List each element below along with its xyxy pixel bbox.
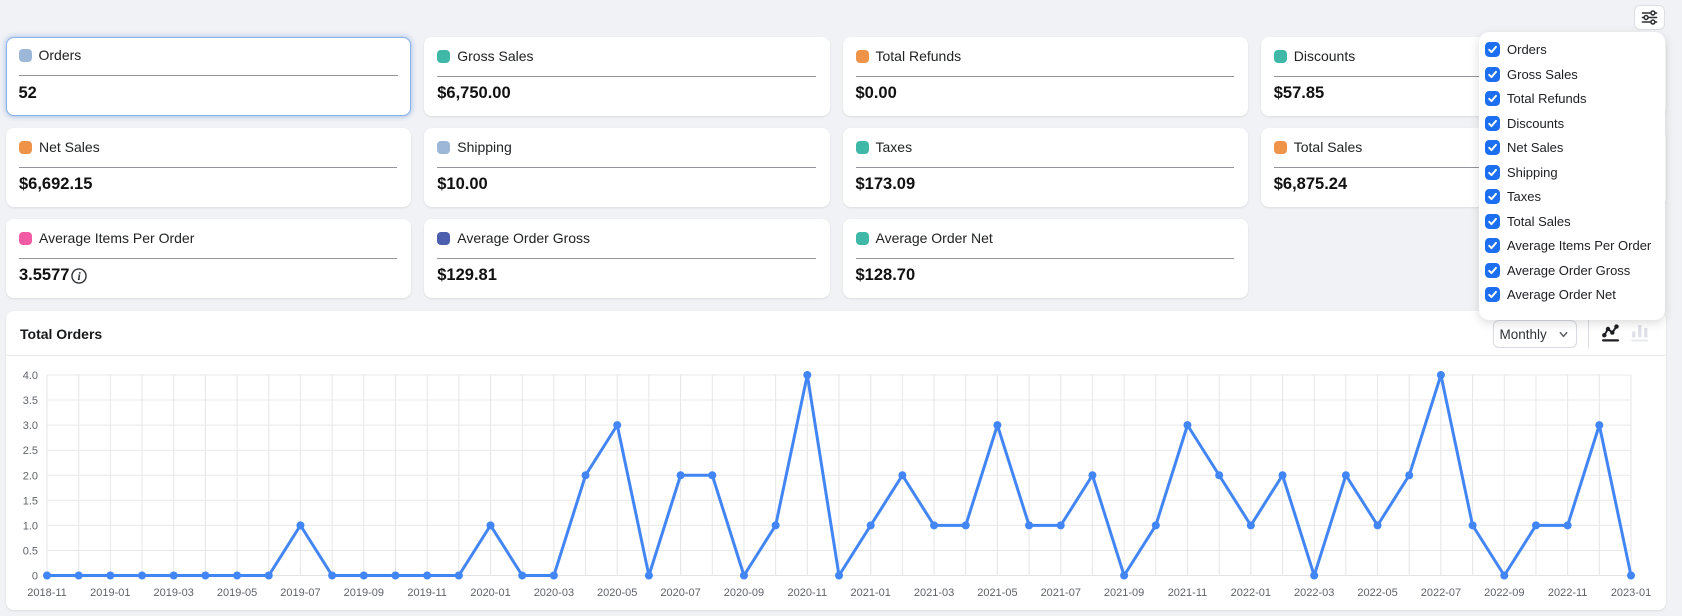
svg-text:2022-01: 2022-01 [1231, 587, 1271, 599]
svg-text:2022-09: 2022-09 [1484, 587, 1524, 599]
svg-text:0.5: 0.5 [23, 545, 38, 557]
svg-text:2020-09: 2020-09 [724, 587, 764, 599]
svg-text:2019-03: 2019-03 [154, 587, 194, 599]
svg-text:1.5: 1.5 [23, 495, 38, 507]
svg-text:2020-07: 2020-07 [660, 587, 700, 599]
svg-text:2019-01: 2019-01 [90, 587, 130, 599]
svg-text:2021-03: 2021-03 [914, 587, 954, 599]
svg-text:2021-09: 2021-09 [1104, 587, 1144, 599]
svg-text:2021-07: 2021-07 [1041, 587, 1081, 599]
svg-text:3.5: 3.5 [23, 395, 38, 407]
svg-text:2021-05: 2021-05 [977, 587, 1017, 599]
svg-text:2020-01: 2020-01 [470, 587, 510, 599]
svg-text:2020-03: 2020-03 [534, 587, 574, 599]
svg-text:2021-01: 2021-01 [850, 587, 890, 599]
svg-text:0: 0 [32, 571, 38, 583]
svg-text:1.0: 1.0 [23, 520, 38, 532]
svg-text:2022-05: 2022-05 [1357, 587, 1397, 599]
svg-text:2019-11: 2019-11 [407, 587, 447, 599]
svg-text:2.0: 2.0 [23, 470, 38, 482]
svg-text:2019-09: 2019-09 [344, 587, 384, 599]
svg-text:2018-11: 2018-11 [27, 587, 67, 599]
svg-text:4.0: 4.0 [23, 370, 38, 382]
svg-text:2021-11: 2021-11 [1168, 587, 1208, 599]
svg-text:2.5: 2.5 [23, 445, 38, 457]
svg-text:2020-05: 2020-05 [597, 587, 637, 599]
svg-text:2023-01: 2023-01 [1611, 587, 1651, 599]
svg-text:2019-05: 2019-05 [217, 587, 257, 599]
svg-text:2020-11: 2020-11 [788, 587, 828, 599]
svg-text:3.0: 3.0 [23, 420, 38, 432]
svg-text:2022-07: 2022-07 [1421, 587, 1461, 599]
svg-text:i: i [78, 270, 82, 283]
svg-text:2022-03: 2022-03 [1294, 587, 1334, 599]
svg-text:2022-11: 2022-11 [1548, 587, 1588, 599]
svg-text:2019-07: 2019-07 [280, 587, 320, 599]
